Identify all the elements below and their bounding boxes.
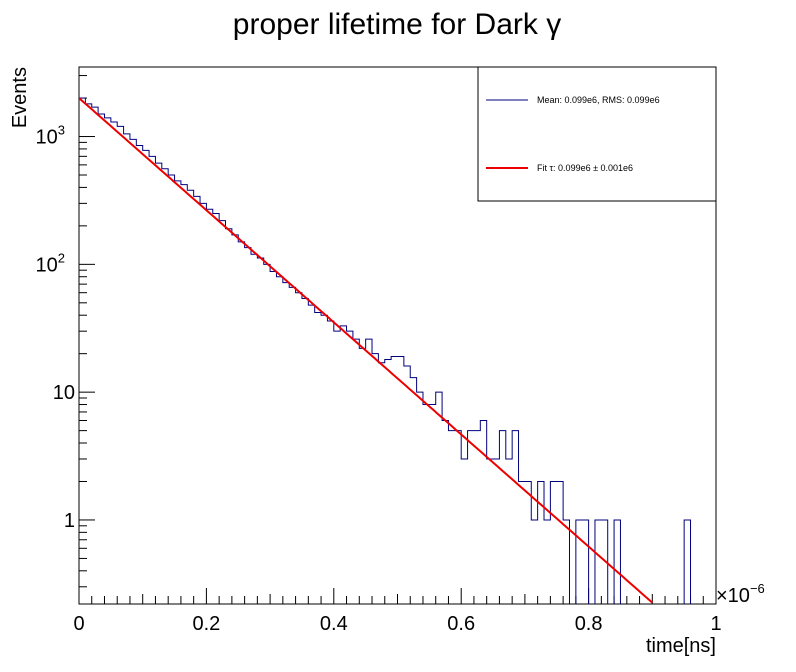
histogram-series xyxy=(79,97,692,604)
y-tick-label: 10 xyxy=(53,382,75,404)
chart-title: proper lifetime for Dark γ xyxy=(233,8,561,41)
legend-histogram-label: Mean: 0.099e6, RMS: 0.099e6 xyxy=(537,95,660,105)
x-tick-labels: 0 0.2 0.4 0.6 0.8 1 xyxy=(73,613,721,635)
legend-fit-label: Fit τ: 0.099e6 ± 0.001e6 xyxy=(537,163,633,173)
x-tick-label: 0.8 xyxy=(575,613,603,635)
legend: Mean: 0.099e6, RMS: 0.099e6 Fit τ: 0.099… xyxy=(477,66,717,202)
fit-curve xyxy=(79,97,653,604)
x-tick-label: 0 xyxy=(73,613,84,635)
y-tick-label: 102 xyxy=(36,250,65,276)
y-tick-labels: 1 10 102 103 xyxy=(36,123,75,532)
y-tick-label: 1 xyxy=(64,510,75,532)
x-exponent-label: ×10−6 xyxy=(716,581,765,607)
x-tick-label: 1 xyxy=(710,613,721,635)
x-tick-label: 0.2 xyxy=(192,613,220,635)
axis-ticks xyxy=(78,75,717,604)
x-tick-label: 0.6 xyxy=(447,613,475,635)
legend-box xyxy=(477,66,717,202)
x-tick-label: 0.4 xyxy=(320,613,348,635)
y-axis-title: Events xyxy=(9,67,31,128)
x-axis-title: time[ns] xyxy=(646,635,716,657)
y-tick-label: 103 xyxy=(36,123,65,149)
